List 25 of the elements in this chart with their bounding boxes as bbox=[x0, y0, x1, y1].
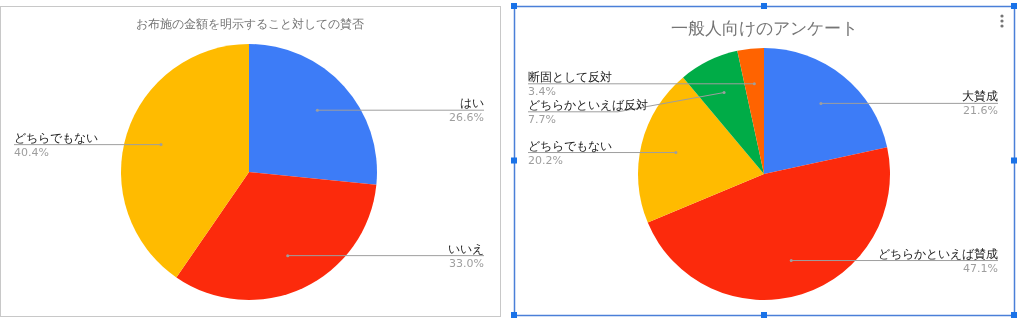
data-label: 26.6% bbox=[449, 111, 484, 125]
data-label: 7.7% bbox=[528, 112, 556, 126]
data-label: 47.1% bbox=[963, 261, 998, 275]
slice-label: どちらでもない bbox=[528, 138, 612, 153]
chart-title: 一般人向けのアンケート bbox=[670, 18, 858, 38]
pie-slice bbox=[737, 48, 764, 174]
slice-label: はい bbox=[460, 96, 484, 111]
slice-label: どちらかといえば賛成 bbox=[878, 246, 998, 261]
data-label: 21.6% bbox=[963, 104, 998, 118]
pie-slice bbox=[683, 50, 764, 174]
slice-label: どちらかといえば反対 bbox=[528, 97, 648, 112]
pie-slice bbox=[764, 48, 888, 174]
data-label: 20.2% bbox=[528, 153, 563, 167]
data-label: 33.0% bbox=[449, 256, 484, 270]
data-label: 3.4% bbox=[528, 84, 556, 98]
pie-slice bbox=[176, 172, 377, 300]
slice-label: いいえ bbox=[448, 241, 484, 256]
slice-label: 大賛成 bbox=[962, 89, 998, 104]
pie-slice bbox=[647, 147, 890, 300]
slice-label: どちらでもない bbox=[14, 130, 98, 145]
chart-title: お布施の金額を明示すること対しての賛否 bbox=[136, 17, 364, 31]
data-label: 40.4% bbox=[14, 145, 49, 159]
slice-label: 断固として反対 bbox=[528, 69, 612, 84]
pie-slice bbox=[121, 44, 249, 278]
pie-slice bbox=[249, 44, 377, 185]
